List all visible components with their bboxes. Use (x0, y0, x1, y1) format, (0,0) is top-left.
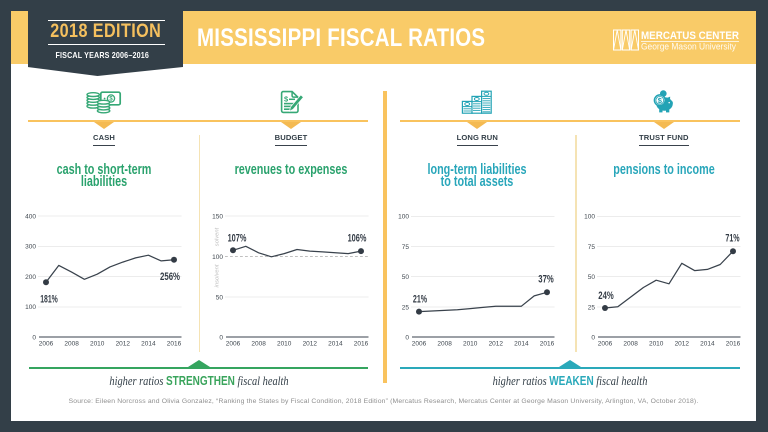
svg-text:75: 75 (588, 244, 596, 251)
svg-text:2012: 2012 (489, 341, 504, 348)
svg-text:106%: 106% (348, 233, 367, 245)
svg-text:George Mason University: George Mason University (641, 41, 736, 51)
svg-text:100: 100 (398, 214, 409, 221)
svg-text:25: 25 (402, 304, 410, 311)
svg-text:25: 25 (588, 304, 596, 311)
svg-text:0: 0 (591, 334, 595, 341)
svg-text:2008: 2008 (437, 341, 452, 348)
svg-text:200: 200 (25, 274, 36, 281)
svg-text:2006: 2006 (39, 341, 54, 348)
svg-text:71%: 71% (725, 233, 739, 245)
svg-text:2012: 2012 (116, 341, 131, 348)
svg-text:MERCATUS CENTER: MERCATUS CENTER (641, 30, 739, 42)
svg-text:2010: 2010 (463, 341, 478, 348)
svg-text:2014: 2014 (328, 341, 343, 348)
svg-text:100: 100 (212, 254, 223, 261)
svg-text:2010: 2010 (277, 341, 292, 348)
svg-text:2008: 2008 (64, 341, 79, 348)
svg-text:insolvent: insolvent (215, 264, 221, 287)
svg-text:256%: 256% (160, 271, 180, 283)
svg-text:100: 100 (25, 304, 36, 311)
svg-text:2012: 2012 (675, 341, 690, 348)
svg-text:21%: 21% (413, 294, 427, 306)
svg-text:50: 50 (588, 274, 596, 281)
svg-text:100: 100 (584, 214, 595, 221)
svg-text:300: 300 (25, 244, 36, 251)
svg-text:150: 150 (212, 213, 223, 220)
svg-text:2016: 2016 (726, 341, 741, 348)
svg-text:50: 50 (402, 274, 410, 281)
svg-text:24%: 24% (598, 290, 613, 302)
svg-text:2006: 2006 (412, 341, 427, 348)
svg-text:2016: 2016 (540, 341, 555, 348)
svg-text:$: $ (284, 94, 289, 103)
svg-text:$: $ (109, 96, 113, 102)
svg-text:0: 0 (219, 334, 223, 341)
svg-text:107%: 107% (228, 233, 247, 245)
svg-text:2008: 2008 (623, 341, 638, 348)
svg-text:2010: 2010 (649, 341, 664, 348)
svg-text:2016: 2016 (167, 341, 182, 348)
svg-text:400: 400 (25, 213, 36, 220)
svg-text:0: 0 (405, 334, 409, 341)
svg-text:2006: 2006 (226, 341, 241, 348)
svg-text:solvent: solvent (215, 227, 221, 246)
svg-text:2012: 2012 (303, 341, 318, 348)
svg-text:2006: 2006 (598, 341, 613, 348)
svg-text:2010: 2010 (90, 341, 105, 348)
svg-text:2008: 2008 (251, 341, 266, 348)
svg-text:$: $ (658, 96, 663, 105)
svg-text:0: 0 (32, 334, 36, 341)
svg-text:2014: 2014 (514, 341, 529, 348)
svg-text:75: 75 (402, 244, 410, 251)
svg-text:2016: 2016 (354, 341, 369, 348)
svg-text:2014: 2014 (700, 341, 715, 348)
svg-text:50: 50 (216, 294, 224, 301)
svg-text:37%: 37% (538, 274, 553, 286)
svg-text:2014: 2014 (141, 341, 156, 348)
svg-text:181%: 181% (40, 294, 58, 306)
